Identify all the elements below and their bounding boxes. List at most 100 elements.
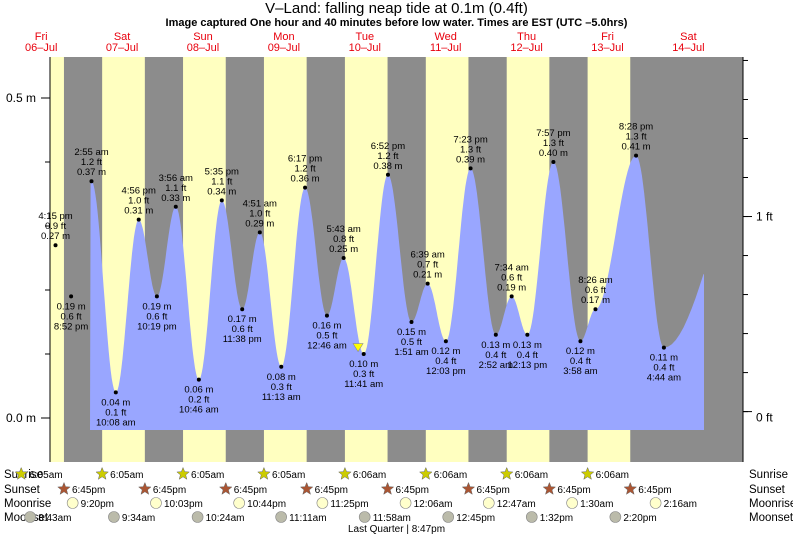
sunset-time-label: 6:45pm [557, 485, 590, 496]
moonset-time-label: 9:34am [122, 513, 155, 524]
moonset-time-label: 2:20pm [623, 513, 656, 524]
day-date-label: 14–Jul [672, 42, 704, 54]
moonset-icon [442, 511, 455, 523]
tide-height-ft-label: 1.3 ft [625, 132, 646, 143]
high-tide-point [468, 166, 473, 171]
tide-height-m-label: 0.19 m [497, 282, 526, 293]
tide-height-ft-label: 0.4 ft [570, 356, 591, 367]
tide-time-label: 12:46 am [307, 341, 347, 352]
tide-height-ft-label: 0.4 ft [485, 350, 506, 361]
moonset-icon [275, 511, 287, 523]
sunrise-time-label: 6:06am [515, 470, 548, 481]
tide-height-m-label: 0.12 m [566, 346, 595, 357]
tide-time-label: 3:56 am [159, 173, 193, 184]
moonset-time-label: 11:11am [289, 513, 326, 524]
day-date-label: 09–Jul [268, 42, 300, 54]
daylight-band [50, 57, 64, 462]
tide-height-ft-label: 0.1 ft [105, 407, 126, 418]
tide-height-ft-label: 0.9 ft [45, 221, 66, 232]
day-name-label: Fri [601, 31, 614, 43]
sunset-time-label: 6:45pm [638, 485, 671, 496]
day-name-label: Mon [273, 31, 294, 43]
tide-time-label: 7:23 pm [453, 134, 487, 145]
moonset-time-label: 8:43am [38, 513, 71, 524]
sunrise-time-label: 6:06am [596, 470, 629, 481]
tide-height-m-label: 0.21 m [413, 270, 442, 281]
chart-subtitle: Image captured One hour and 40 minutes b… [165, 17, 628, 29]
sunrise-time-label: 6:05am [272, 470, 305, 481]
moonset-row-label-right: Moonset [749, 512, 793, 524]
low-tide-point [361, 352, 366, 356]
tide-height-m-label: 0.34 m [207, 186, 236, 197]
high-tide-point [89, 179, 94, 184]
tide-time-label: 1:51 am [394, 347, 428, 358]
tide-height-m-label: 0.39 m [456, 154, 485, 165]
low-tide-point [196, 377, 201, 382]
sunset-row-label-right: Sunset [749, 484, 786, 496]
moonrise-icon [316, 497, 329, 509]
tide-time-label: 6:39 am [411, 250, 445, 261]
day-date-label: 13–Jul [591, 42, 623, 54]
tide-height-ft-label: 0.7 ft [417, 260, 438, 271]
tide-height-ft-label: 1.2 ft [377, 151, 398, 162]
tide-height-m-label: 0.15 m [397, 327, 426, 338]
tide-height-ft-label: 1.1 ft [211, 176, 232, 187]
tide-height-ft-label: 0.6 ft [61, 311, 82, 322]
tide-height-ft-label: 1.0 ft [128, 196, 149, 207]
tide-height-m-label: 0.10 m [349, 359, 378, 370]
y-tick-label-right: 1 ft [756, 210, 773, 224]
sunset-icon [542, 481, 557, 495]
moonrise-icon [233, 497, 245, 509]
sunrise-time-label: 6:05am [191, 470, 224, 481]
sunrise-row-label-right: Sunrise [749, 469, 788, 481]
high-tide-point [53, 243, 58, 248]
day-name-label: Sat [680, 31, 697, 43]
day-name-label: Sat [114, 31, 131, 43]
moonrise-time-label: 12:47am [497, 499, 536, 510]
sunrise-time-label: 6:06am [434, 470, 467, 481]
tide-time-label: 11:41 am [344, 379, 383, 390]
tide-time-label: 10:46 am [179, 405, 219, 416]
sunrise-time-label: 6:05am [29, 470, 62, 481]
tide-height-m-label: 0.12 m [431, 346, 460, 357]
tide-time-label: 4:51 am [243, 198, 277, 209]
moonrise-time-label: 10:03pm [164, 499, 203, 510]
sunrise-icon [499, 466, 514, 480]
moonset-time-label: 12:45pm [456, 513, 495, 524]
low-tide-point [661, 345, 666, 350]
y-tick-label-right: 0 ft [756, 411, 773, 425]
moonrise-icon [566, 497, 578, 509]
moonset-icon [24, 511, 36, 523]
tide-height-m-label: 0.13 m [481, 340, 510, 351]
tide-height-m-label: 0.13 m [513, 340, 542, 351]
tide-height-ft-label: 0.5 ft [316, 331, 337, 342]
moon-phase-note: Last Quarter | 8:47pm [347, 524, 446, 535]
tide-time-label: 12:13 pm [508, 360, 548, 371]
tide-time-label: 10:08 am [96, 417, 136, 428]
day-date-label: 07–Jul [106, 42, 138, 54]
y-tick-label-left: 0.5 m [6, 91, 36, 105]
moonrise-icon [150, 497, 162, 509]
tide-time-label: 11:13 am [262, 392, 301, 403]
tide-time-label: 8:28 pm [619, 122, 653, 133]
high-tide-point [257, 230, 262, 235]
y-tick-label-left: 0.0 m [6, 411, 36, 425]
day-date-label: 11–Jul [430, 42, 462, 54]
high-tide-point [173, 204, 178, 209]
tide-height-m-label: 0.06 m [184, 385, 213, 396]
tide-time-label: 7:34 am [495, 262, 529, 273]
low-tide-point [69, 294, 74, 299]
moonrise-icon [399, 497, 412, 509]
sunset-time-label: 6:45pm [153, 485, 186, 496]
sunrise-icon [580, 466, 595, 480]
moonrise-time-label: 9:20pm [81, 499, 114, 510]
moonset-icon [609, 511, 622, 523]
tide-height-m-label: 0.11 m [650, 353, 678, 364]
tide-time-label: 2:55 am [74, 147, 108, 158]
tide-time-label: 12:03 pm [426, 366, 466, 377]
high-tide-point [509, 294, 514, 299]
sunrise-time-label: 6:05am [110, 470, 143, 481]
sunset-icon [138, 481, 152, 495]
tide-height-ft-label: 0.5 ft [401, 337, 422, 348]
tide-time-label: 11:38 pm [223, 334, 262, 345]
